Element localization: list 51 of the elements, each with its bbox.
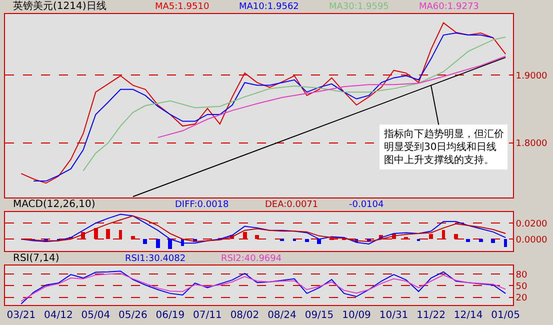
bar	[442, 230, 445, 239]
bar	[131, 236, 135, 239]
bar	[454, 234, 458, 239]
bar	[106, 228, 110, 239]
y-tick-label: 0.0000	[516, 235, 548, 246]
x-tick-label: 07/11	[193, 310, 222, 321]
y-tick-label: 1.8000	[516, 139, 548, 150]
text: DEA:0.0071	[265, 200, 318, 210]
x-tick-label: 10/31	[379, 310, 408, 321]
bar	[255, 234, 259, 239]
line-series	[82, 36, 506, 172]
bar	[143, 238, 147, 244]
bar	[119, 230, 122, 239]
y-tick-label: 1.9000	[516, 71, 548, 82]
text: MA5:1.9510	[155, 2, 210, 12]
line-series	[157, 56, 506, 138]
x-tick-label: 10/09	[342, 310, 371, 321]
chart-title: RSI(7,14)	[13, 253, 60, 264]
bar	[491, 238, 495, 243]
bar	[429, 234, 433, 239]
x-tick-label: 04/12	[44, 310, 73, 321]
bar	[466, 238, 470, 242]
bar	[305, 238, 309, 242]
text: -0.0104	[349, 200, 384, 210]
bar	[479, 238, 483, 242]
x-tick-label: 01/05	[491, 310, 520, 321]
bar	[156, 238, 160, 248]
y-tick-label: 20	[516, 293, 528, 304]
bar	[94, 228, 98, 239]
y-tick-label: 0.0200	[516, 219, 548, 230]
series-label: RSI2:40.9694	[221, 254, 282, 264]
text: MA60:1.9273	[419, 2, 479, 12]
text: MA10:1.9562	[239, 2, 299, 12]
bar	[243, 232, 247, 239]
x-tick-label: 08/24	[268, 310, 296, 321]
x-tick-label: 12/14	[454, 310, 483, 321]
annotation: 指标向下趋势明显，但汇价明显受到30日均线和日线图中上升支撑线的支持。	[383, 128, 504, 166]
text: MA30:1.9595	[329, 2, 389, 12]
x-tick-label: 09/15	[304, 310, 334, 321]
x-tick-label: 11/22	[416, 310, 446, 321]
x-tick-label: 05/04	[81, 310, 110, 321]
chart-title: MACD(12,26,10)	[13, 199, 96, 210]
series-label: RSI1:30.4082	[125, 254, 186, 264]
x-tick-label: 06/19	[156, 310, 185, 321]
y-tick-label: 80	[516, 270, 528, 280]
x-tick-label: 05/26	[118, 310, 148, 321]
text: DIFF:0.0018	[175, 200, 230, 210]
x-tick-label: 03/21	[6, 310, 36, 321]
x-tick-label: 08/02	[230, 310, 260, 321]
y-tick-label: 50	[516, 282, 528, 292]
chart-title: 英镑美元(1214)日线	[13, 0, 106, 12]
